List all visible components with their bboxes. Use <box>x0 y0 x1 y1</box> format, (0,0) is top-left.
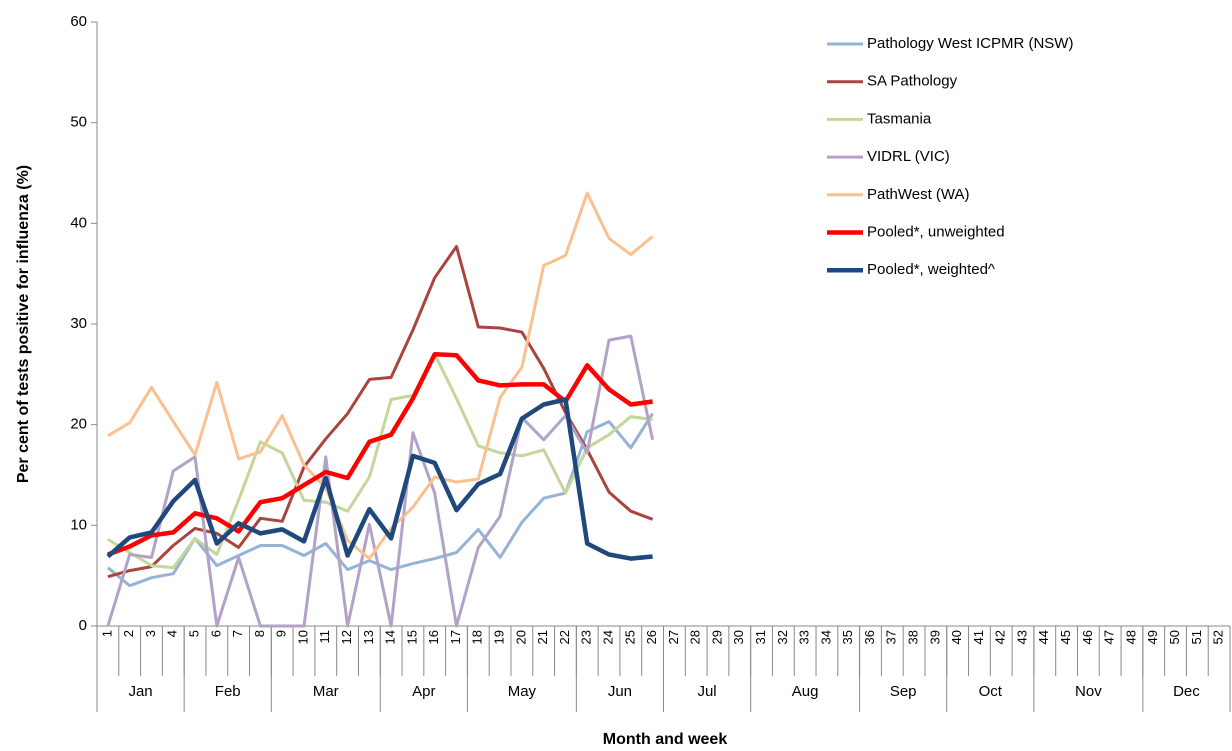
month-label: Jun <box>608 683 632 700</box>
x-tick-label: 52 <box>1211 630 1226 644</box>
x-tick-label: 39 <box>927 630 942 644</box>
month-label: Dec <box>1173 683 1200 700</box>
x-tick-label: 31 <box>753 630 768 644</box>
x-tick-label: 41 <box>971 630 986 644</box>
legend-label: Pooled*, unweighted <box>867 223 1005 240</box>
x-tick-label: 8 <box>252 630 267 637</box>
y-axis-title: Per cent of tests positive for influenza… <box>15 165 32 483</box>
month-label: Apr <box>412 683 435 700</box>
x-tick-label: 23 <box>579 630 594 644</box>
y-tick-label: 0 <box>79 617 87 634</box>
x-tick-label: 22 <box>557 630 572 644</box>
month-label: Sep <box>890 683 917 700</box>
series-line <box>107 245 654 579</box>
y-tick-label: 40 <box>70 214 87 231</box>
month-label: Jan <box>128 683 152 700</box>
x-tick-label: 5 <box>186 630 201 637</box>
x-tick-label: 1 <box>99 630 114 637</box>
x-tick-label: 7 <box>230 630 245 637</box>
x-tick-label: 16 <box>426 630 441 644</box>
x-tick-label: 27 <box>666 630 681 644</box>
y-tick-label: 10 <box>70 516 87 533</box>
y-tick-label: 20 <box>70 416 87 433</box>
month-label: Feb <box>215 683 241 700</box>
x-tick-label: 44 <box>1036 630 1051 644</box>
legend-label: Pathology West ICPMR (NSW) <box>867 35 1073 52</box>
legend-label: Pooled*, weighted^ <box>867 261 995 278</box>
series-line <box>107 191 654 561</box>
legend-label: VIDRL (VIC) <box>867 148 950 165</box>
x-tick-label: 26 <box>644 630 659 644</box>
x-tick-label: 36 <box>862 630 877 644</box>
series-line <box>106 397 653 561</box>
x-tick-label: 4 <box>165 630 180 637</box>
y-tick-label: 30 <box>70 315 87 332</box>
x-tick-label: 32 <box>775 630 790 644</box>
x-tick-label: 9 <box>274 630 289 637</box>
x-tick-label: 14 <box>383 630 398 644</box>
x-tick-label: 49 <box>1145 630 1160 644</box>
legend-label: PathWest (WA) <box>867 186 970 203</box>
x-tick-label: 17 <box>448 630 463 644</box>
x-tick-label: 38 <box>906 630 921 644</box>
month-label: May <box>508 683 537 700</box>
x-tick-label: 28 <box>688 630 703 644</box>
x-tick-label: 20 <box>513 630 528 644</box>
x-axis-title: Month and week <box>603 731 728 748</box>
x-tick-label: 43 <box>1014 630 1029 644</box>
x-tick-label: 30 <box>731 630 746 644</box>
x-tick-label: 46 <box>1080 630 1095 644</box>
legend-label: SA Pathology <box>867 73 958 90</box>
x-tick-label: 10 <box>295 630 310 644</box>
y-tick-label: 60 <box>70 13 87 30</box>
x-tick-label: 34 <box>818 630 833 644</box>
x-tick-label: 40 <box>949 630 964 644</box>
x-tick-label: 37 <box>884 630 899 644</box>
x-tick-label: 11 <box>317 630 332 644</box>
month-label: Mar <box>313 683 339 700</box>
month-label: Jul <box>697 683 716 700</box>
x-tick-label: 33 <box>797 630 812 644</box>
x-tick-label: 12 <box>339 630 354 644</box>
x-tick-label: 2 <box>121 630 136 637</box>
x-tick-label: 15 <box>404 630 419 644</box>
x-tick-label: 51 <box>1189 630 1204 644</box>
month-label: Aug <box>792 683 819 700</box>
x-tick-label: 3 <box>143 630 158 637</box>
x-tick-label: 45 <box>1058 630 1073 644</box>
x-tick-label: 6 <box>208 630 223 637</box>
x-tick-label: 29 <box>709 630 724 644</box>
x-tick-label: 47 <box>1102 630 1117 644</box>
x-tick-label: 48 <box>1123 630 1138 644</box>
x-tick-label: 18 <box>470 630 485 644</box>
x-tick-label: 50 <box>1167 630 1182 644</box>
x-tick-label: 42 <box>993 630 1008 644</box>
x-tick-label: 25 <box>622 630 637 644</box>
legend-label: Tasmania <box>867 110 932 127</box>
x-tick-label: 35 <box>840 630 855 644</box>
month-label: Nov <box>1075 683 1102 700</box>
x-tick-label: 19 <box>492 630 507 644</box>
x-tick-label: 24 <box>600 630 615 644</box>
x-tick-label: 21 <box>535 630 550 644</box>
x-tick-label: 13 <box>361 630 376 644</box>
month-label: Oct <box>979 683 1003 700</box>
y-tick-label: 50 <box>70 114 87 131</box>
